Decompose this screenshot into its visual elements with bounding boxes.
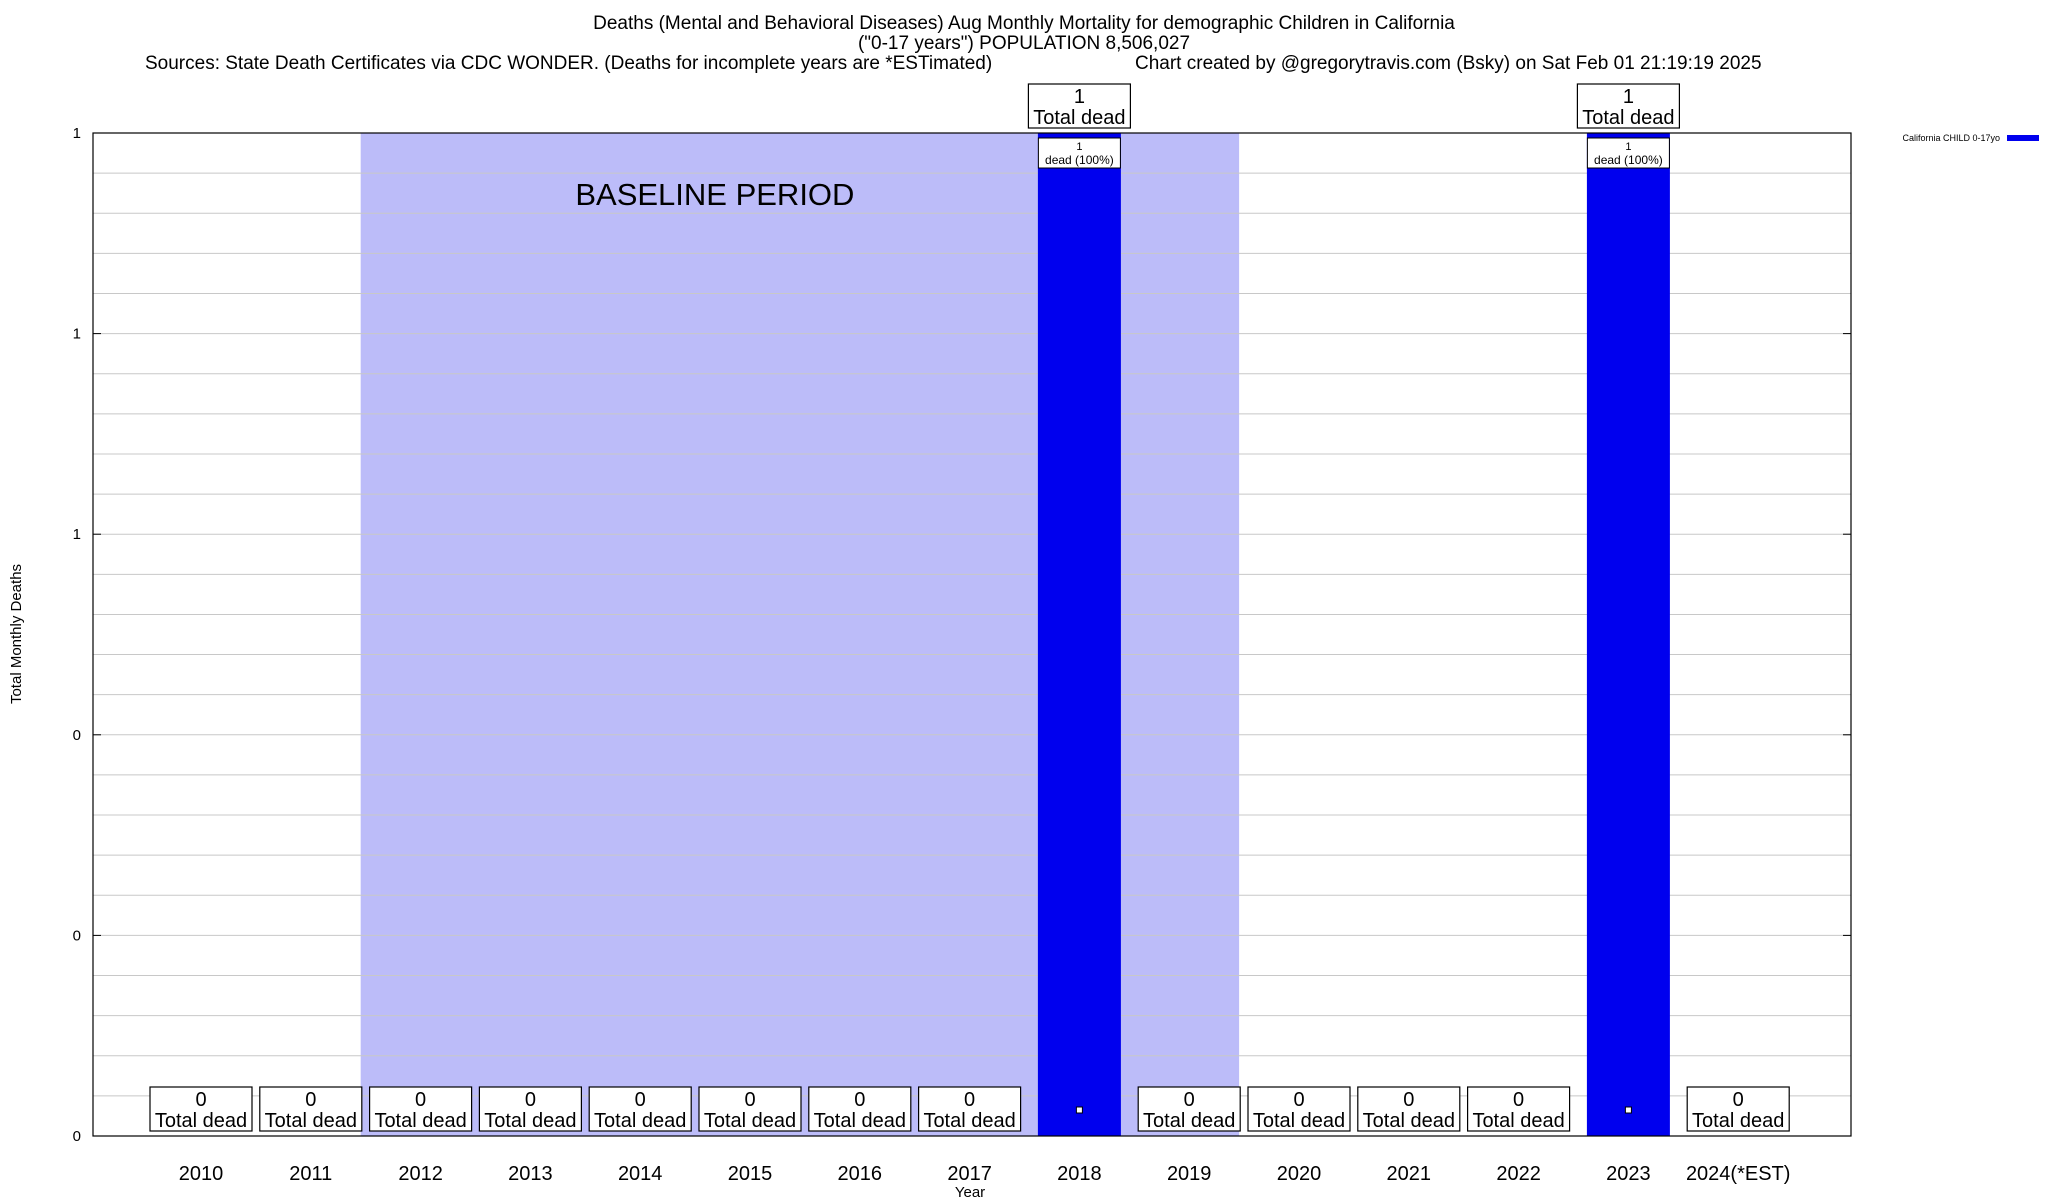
total-label-caption: Total dead [814,1110,906,1132]
total-label-box [698,1086,802,1132]
total-label-caption: Total dead [594,1110,686,1132]
total-label-box [588,1086,692,1132]
bar-inner-value: 1 [1076,141,1082,153]
y-tick-label: 0 [73,727,81,744]
total-label-caption: Total dead [923,1110,1015,1132]
total-label-box [259,1086,363,1132]
chart-title: Deaths (Mental and Behavioral Diseases) … [593,13,1455,34]
total-label-caption: Total dead [155,1110,247,1132]
total-label-caption: Total dead [1692,1110,1784,1132]
total-label-box [478,1086,582,1132]
total-label-value: 0 [635,1089,646,1111]
credit-note: Chart created by @gregorytravis.com (Bsk… [1135,53,1762,74]
y-tick-label: 1 [73,326,81,343]
total-label-box [808,1086,912,1132]
x-tick-label: 2024(*EST) [1686,1163,1791,1185]
total-label-caption: Total dead [1582,107,1674,129]
bar-inner-caption: dead (100%) [1045,153,1114,167]
y-tick-label: 0 [73,1128,81,1145]
total-label-value: 0 [744,1089,755,1111]
bar [1037,133,1121,1136]
chart-subtitle: ("0-17 years") POPULATION 8,506,027 [857,33,1191,54]
total-label-box [1027,83,1132,129]
x-tick-label: 2017 [947,1163,992,1185]
total-label-caption: Total dead [1033,107,1125,129]
total-label-caption: Total dead [374,1110,466,1132]
total-label-caption: Total dead [265,1110,357,1132]
bar [1586,133,1670,1136]
total-label-box [149,1086,253,1132]
bar-inner-box [1037,137,1121,169]
total-label-caption: Total dead [484,1110,576,1132]
y-tick-label: 0 [73,927,81,944]
total-label-value: 0 [854,1089,865,1111]
total-label-box [1576,83,1681,129]
x-tick-label: 2019 [1167,1163,1212,1185]
total-label-caption: Total dead [704,1110,796,1132]
total-label-value: 0 [305,1089,316,1111]
total-label-value: 0 [195,1089,206,1111]
total-label-value: 0 [1733,1089,1744,1111]
x-tick-label: 2022 [1496,1163,1541,1185]
plot-frame [92,132,1852,1137]
total-label-value: 0 [525,1089,536,1111]
source-note: Sources: State Death Certificates via CD… [145,53,993,74]
total-label-value: 0 [415,1089,426,1111]
total-label-box [1357,1086,1461,1132]
total-label-value: 0 [1513,1089,1524,1111]
total-label-value: 0 [1403,1089,1414,1111]
legend-swatch [2007,135,2039,141]
total-label-caption: Total dead [1253,1110,1345,1132]
x-tick-label: 2012 [398,1163,443,1185]
x-tick-label: 2015 [728,1163,773,1185]
x-tick-label: 2021 [1387,1163,1432,1185]
total-label-box [917,1086,1022,1132]
y-tick-label: 1 [73,526,81,543]
total-label-caption: Total dead [1363,1110,1455,1132]
total-label-value: 1 [1074,86,1085,108]
total-label-box [1466,1086,1571,1132]
x-axis-label: Year [955,1184,985,1200]
bar-inner-value: 1 [1625,141,1631,153]
baseline-period-label: BASELINE PERIOD [575,177,854,212]
total-label-box [1247,1086,1351,1132]
x-tick-marker [1624,1106,1632,1114]
x-tick-label: 2018 [1057,1163,1102,1185]
total-label-caption: Total dead [1472,1110,1564,1132]
y-axis-label: Total Monthly Deaths [8,564,25,704]
x-tick-marker [1075,1106,1083,1114]
bar-inner-caption: dead (100%) [1594,153,1663,167]
total-label-box [369,1086,473,1132]
x-tick-label: 2014 [618,1163,663,1185]
x-tick-label: 2023 [1606,1163,1651,1185]
x-tick-label: 2011 [289,1163,332,1185]
total-label-box [1137,1086,1241,1132]
total-label-caption: Total dead [1143,1110,1235,1132]
x-tick-label: 2013 [508,1163,553,1185]
legend-label: California CHILD 0-17yo [1902,133,2000,143]
x-tick-label: 2010 [179,1163,224,1185]
total-label-value: 1 [1623,86,1634,108]
total-label-value: 0 [964,1089,975,1111]
x-tick-label: 2020 [1277,1163,1322,1185]
total-label-value: 0 [1184,1089,1195,1111]
y-tick-label: 1 [73,125,81,142]
total-label-box [1686,1086,1790,1132]
bar-inner-box [1586,137,1670,169]
x-tick-label: 2016 [838,1163,883,1185]
total-label-value: 0 [1293,1089,1304,1111]
